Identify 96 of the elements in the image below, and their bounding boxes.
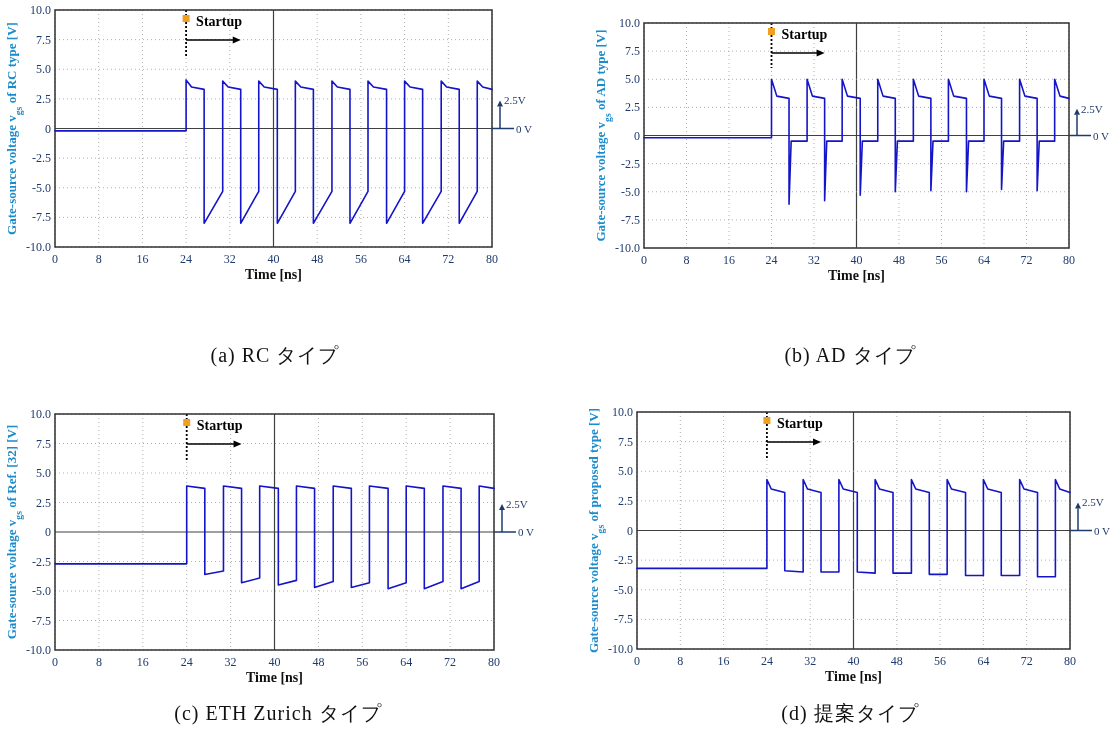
y-tick-label: 10.0 (30, 407, 51, 421)
y-tick-label: 5.0 (625, 72, 640, 87)
y-tick-label: -10.0 (615, 241, 640, 255)
y-tick-label: 10.0 (30, 3, 51, 17)
x-tick-label: 72 (1020, 253, 1033, 267)
text: 2.5V (504, 94, 526, 107)
y-tick-label: 0 (45, 121, 51, 136)
x-tick-label: 72 (444, 655, 457, 669)
y-tick-label: -2.5 (614, 553, 633, 568)
x-axis-title: Time [ns] (828, 268, 885, 283)
x-tick-label: 64 (978, 253, 990, 267)
x-tick-label: 40 (267, 252, 280, 266)
text: 0 V (1094, 524, 1111, 537)
x-tick-label: 80 (1063, 253, 1075, 267)
y-tick-label: -10.0 (26, 643, 51, 657)
y-tick-label: 0 (634, 128, 640, 143)
y-tick-label: 0 (627, 523, 633, 538)
y-tick-label: 2.5 (625, 100, 640, 115)
x-tick-label: 32 (804, 654, 817, 668)
x-tick-label: 8 (95, 252, 102, 266)
y-tick-label: -10.0 (26, 240, 51, 254)
y-tick-label: -5.0 (32, 584, 51, 598)
y-tick-label: -5.0 (621, 184, 640, 199)
y-tick-label: 10.0 (619, 16, 640, 30)
x-tick-label: 16 (723, 253, 735, 267)
text: 0 V (516, 122, 533, 135)
x-tick-label: 16 (136, 655, 149, 669)
x-tick-label: 32 (224, 655, 237, 669)
x-tick-label: 48 (311, 252, 324, 266)
y-tick-label: 2.5 (36, 91, 51, 106)
x-tick-label: 32 (808, 253, 820, 267)
text: 2.5V (1081, 102, 1103, 115)
x-tick-label: 24 (180, 252, 193, 266)
x-tick-label: 72 (1020, 654, 1033, 668)
x-tick-label: 64 (398, 252, 411, 266)
ref-line-label: Startup (781, 27, 828, 42)
y-tick-label: 7.5 (36, 436, 51, 451)
y-tick-label: 5.0 (618, 464, 633, 479)
x-tick-label: 72 (442, 252, 455, 266)
y-tick-label: 5.0 (36, 62, 51, 77)
y-tick-label: 2.5 (36, 495, 51, 510)
y-tick-label: 2.5 (618, 493, 633, 508)
text: 0 V (518, 526, 535, 538)
text: (c) ETH Zurich タイプ (174, 702, 382, 725)
x-axis-title: Time [ns] (825, 669, 882, 684)
y-tick-label: -5.0 (32, 180, 51, 195)
y-tick-label: -2.5 (32, 554, 51, 569)
x-tick-label: 64 (977, 654, 990, 668)
y-tick-label: 0 (45, 525, 51, 539)
x-tick-label: 24 (765, 253, 778, 267)
y-tick-label: -5.0 (614, 582, 633, 597)
y-tick-label: -2.5 (32, 151, 51, 166)
text: 0 V (1093, 129, 1110, 142)
x-tick-label: 40 (850, 253, 863, 267)
ref-line-label: Startup (196, 14, 243, 29)
y-tick-label: 7.5 (625, 44, 640, 59)
x-tick-label: 48 (890, 654, 903, 668)
x-tick-label: 56 (354, 252, 367, 266)
x-tick-label: 56 (356, 655, 369, 669)
x-tick-label: 8 (683, 253, 690, 267)
x-tick-label: 16 (717, 654, 730, 668)
x-tick-label: 40 (268, 655, 281, 669)
y-tick-label: -7.5 (614, 612, 633, 627)
x-tick-label: 80 (1064, 654, 1076, 668)
x-tick-label: 8 (95, 655, 102, 669)
x-tick-label: 56 (934, 654, 947, 668)
y-tick-label: 10.0 (612, 405, 633, 419)
y-tick-label: 5.0 (36, 466, 51, 480)
text: (a) RC タイプ (210, 344, 340, 367)
y-tick-label: -2.5 (621, 156, 640, 171)
text: 2.5V (1082, 496, 1104, 509)
x-tick-label: 48 (893, 253, 905, 267)
x-tick-label: 32 (223, 252, 236, 266)
x-tick-label: 24 (760, 654, 773, 668)
y-tick-label: 7.5 (618, 434, 633, 449)
ref-line-label: Startup (196, 418, 243, 433)
x-tick-label: 16 (136, 252, 149, 266)
x-tick-label: 48 (312, 655, 325, 669)
ref-line-label: Startup (776, 416, 824, 431)
x-tick-label: 8 (677, 654, 684, 668)
x-tick-label: 80 (488, 655, 500, 669)
x-axis-title: Time [ns] (246, 670, 303, 685)
y-tick-label: 7.5 (36, 32, 51, 47)
text: 2.5V (506, 498, 528, 511)
x-tick-label: 24 (180, 655, 193, 669)
text: (b) AD タイプ (784, 344, 916, 367)
x-tick-label: 40 (847, 654, 860, 668)
x-tick-label: 56 (935, 253, 948, 267)
y-tick-label: -7.5 (32, 613, 51, 628)
y-tick-label: -7.5 (32, 210, 51, 225)
text: (d) 提案タイプ (781, 702, 919, 725)
x-axis-title: Time [ns] (245, 267, 302, 282)
x-tick-label: 80 (486, 252, 498, 266)
x-tick-label: 64 (400, 655, 413, 669)
y-tick-label: -7.5 (621, 212, 640, 227)
y-tick-label: -10.0 (608, 642, 633, 656)
